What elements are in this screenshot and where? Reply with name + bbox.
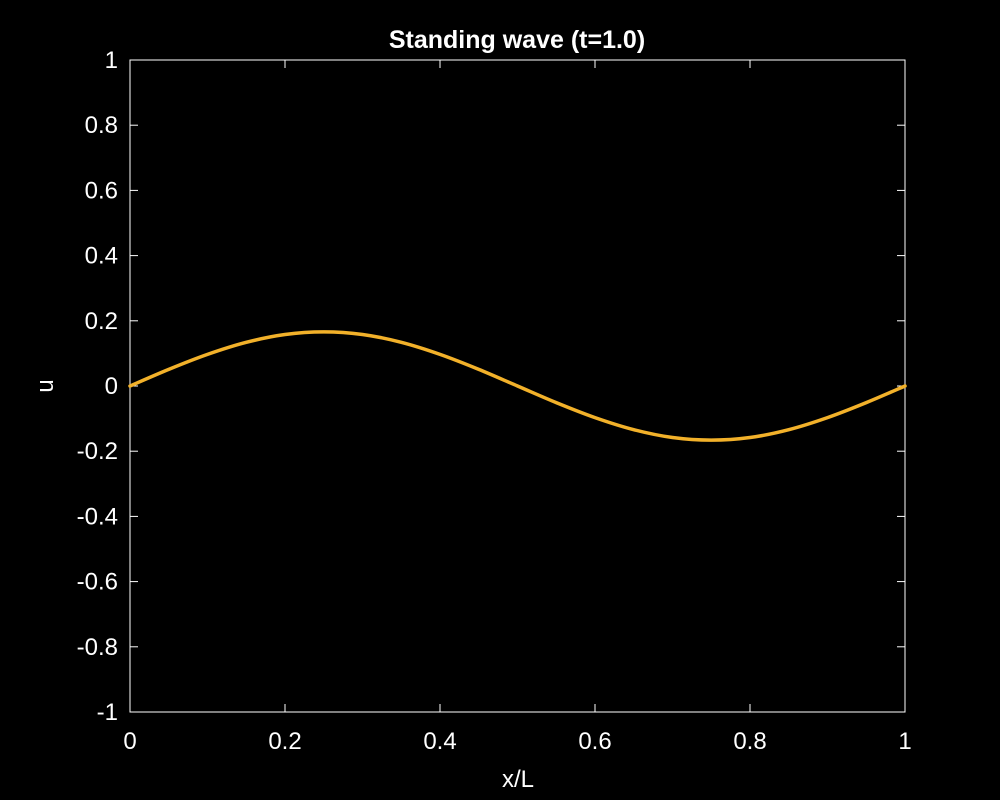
- y-tick-label: 0.8: [85, 112, 118, 139]
- x-axis-tick-labels: 0 0.2 0.4 0.6 0.8 1: [123, 728, 911, 755]
- y-axis-label: u: [32, 379, 59, 392]
- x-axis-label: x/L: [502, 766, 534, 793]
- y-tick-label: 0: [105, 373, 118, 400]
- y-tick-label: -0.8: [77, 634, 118, 661]
- y-axis-tick-labels: -1 -0.8 -0.6 -0.4 -0.2 0 0.2 0.4 0.6 0.8 1: [77, 47, 118, 726]
- y-tick-label: -0.6: [77, 569, 118, 596]
- y-tick-label: 0.6: [85, 177, 118, 204]
- y-tick-label: 0.4: [85, 243, 118, 270]
- chart-title: Standing wave (t=1.0): [389, 26, 645, 54]
- y-tick-label: 0.2: [85, 308, 118, 335]
- y-tick-label: 1: [105, 47, 118, 74]
- x-tick-label: 0.4: [423, 728, 456, 755]
- series-layer: [128, 330, 907, 442]
- x-tick-label: 0.2: [268, 728, 301, 755]
- x-axis-ticks: [129, 60, 906, 712]
- x-tick-label: 0: [123, 728, 136, 755]
- y-tick-label: -1: [97, 699, 118, 726]
- x-tick-label: 1: [898, 728, 911, 755]
- x-tick-label: 0.6: [578, 728, 611, 755]
- x-tick-label: 0.8: [733, 728, 766, 755]
- y-tick-label: -0.4: [77, 503, 118, 530]
- series-line: [128, 330, 907, 442]
- y-tick-label: -0.2: [77, 438, 118, 465]
